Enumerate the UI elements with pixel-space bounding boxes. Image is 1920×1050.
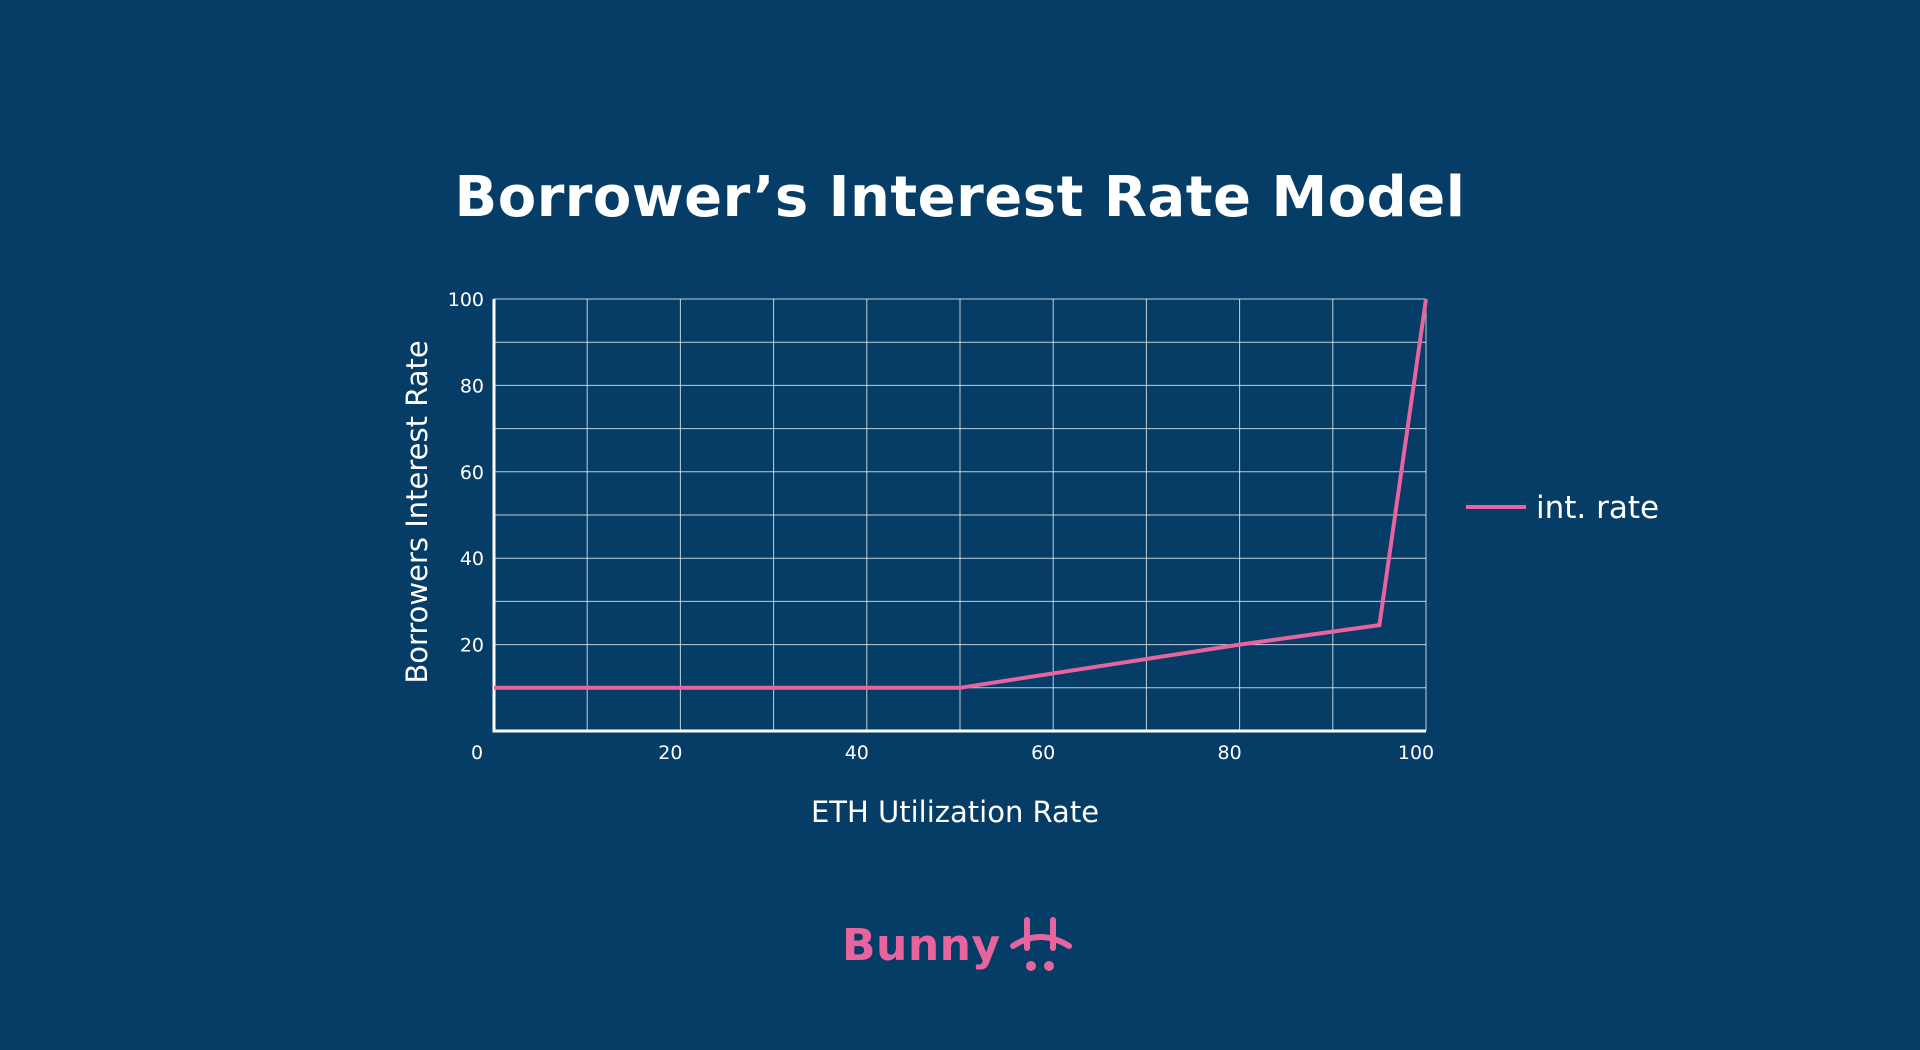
y-tick-label: 60 [460,462,484,484]
series-line-int-rate [494,298,1428,690]
chart-axes [492,299,1426,733]
y-axis-label: Borrowers Interest Rate [400,340,434,683]
y-tick-label: 40 [460,548,484,570]
y-tick-label: 80 [460,375,484,397]
x-tick-label: 80 [1218,742,1242,764]
brand-logo: Bunny [842,910,1075,980]
tick-labels: 0 20 40 60 80 100 20 40 60 80 100 [448,289,1434,764]
chart-title: Borrower’s Interest Rate Model [454,165,1466,230]
chart-grid [494,298,1427,731]
x-tick-label: 0 [471,742,483,764]
chart-legend: int. rate [1466,490,1659,526]
y-tick-label: 20 [460,635,484,657]
y-tick-label: 100 [448,289,484,311]
x-tick-label: 60 [1031,742,1055,764]
bunny-logo-icon [1009,917,1072,971]
brand-name: Bunny [842,919,1001,971]
x-tick-label: 20 [658,742,682,764]
x-tick-label: 40 [845,742,869,764]
x-axis-label: ETH Utilization Rate [811,795,1099,829]
legend-label-int-rate: int. rate [1536,490,1659,526]
chart-series [494,298,1428,690]
x-tick-label: 100 [1398,742,1434,764]
